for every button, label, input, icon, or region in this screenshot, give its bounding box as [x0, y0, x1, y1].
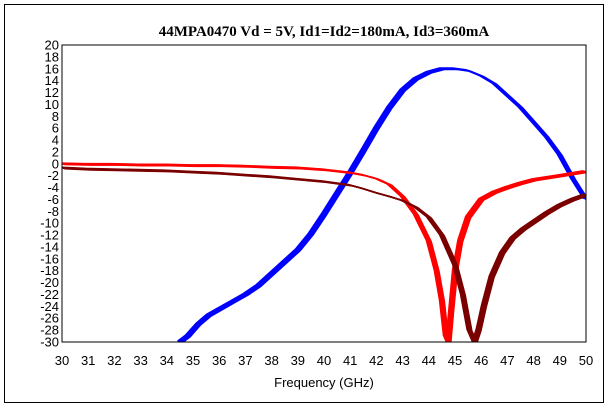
series-0-trace-4 — [181, 68, 586, 342]
y-tick-label: -16 — [40, 251, 59, 266]
y-tick-label: -6 — [47, 192, 59, 207]
series-1-trace-2 — [62, 163, 586, 342]
x-tick-label: 32 — [107, 353, 121, 368]
x-axis-title: Frequency (GHz) — [274, 375, 374, 390]
x-tick-label: 41 — [343, 353, 357, 368]
plot-area — [61, 44, 587, 343]
x-tick-label: 47 — [500, 353, 514, 368]
y-tick-label: -2 — [47, 168, 59, 183]
y-tick-label: -24 — [40, 299, 59, 314]
series-2-trace-4 — [64, 167, 586, 342]
y-tick-label: -22 — [40, 287, 59, 302]
series-layer — [62, 67, 586, 342]
series-2-trace-1 — [62, 166, 586, 342]
y-tick-label: 18 — [45, 49, 59, 64]
x-tick-label: 33 — [133, 353, 147, 368]
x-axis-ticks: 30 31 32 33 34 35 36 37 38 39 40 41 42 43 44 45 46 47 48 49… — [55, 353, 593, 368]
x-tick-label: 42 — [369, 353, 383, 368]
x-tick-label: 36 — [212, 353, 226, 368]
series-1-trace-3 — [63, 163, 586, 342]
y-tick-label: -20 — [40, 275, 59, 290]
x-tick-label: 50 — [579, 353, 593, 368]
y-tick-label: 4 — [52, 133, 59, 148]
x-tick-label: 49 — [553, 353, 567, 368]
y-tick-label: 14 — [45, 73, 59, 88]
y-tick-label: 20 — [45, 38, 59, 53]
x-tick-label: 48 — [526, 353, 540, 368]
chart-frame — [4, 4, 604, 403]
x-tick-label: 45 — [448, 353, 462, 368]
y-tick-label: 12 — [45, 85, 59, 100]
series-2-trace-3 — [63, 167, 586, 342]
x-tick-label: 37 — [238, 353, 252, 368]
x-tick-label: 38 — [264, 353, 278, 368]
x-tick-label: 43 — [395, 353, 409, 368]
x-tick-label: 39 — [291, 353, 305, 368]
y-axis-ticks: 20181614121086420-2-4-6-8-10-12-14-16-18… — [40, 38, 59, 350]
y-tick-label: 0 — [52, 156, 59, 171]
y-tick-label: -4 — [47, 180, 59, 195]
y-tick-label: -14 — [40, 239, 59, 254]
x-tick-label: 35 — [186, 353, 200, 368]
x-tick-label: 44 — [422, 353, 436, 368]
y-tick-label: -10 — [40, 216, 59, 231]
x-tick-label: 40 — [317, 353, 331, 368]
y-tick-label: -30 — [40, 335, 59, 350]
y-tick-label: 8 — [52, 109, 59, 124]
y-tick-label: -8 — [47, 204, 59, 219]
series-2-trace-2 — [62, 167, 586, 342]
chart-title: 44MPA0470 Vd = 5V, Id1=Id2=180mA, Id3=36… — [158, 24, 490, 40]
y-tick-label: 6 — [52, 121, 59, 136]
x-tick-label: 30 — [55, 353, 69, 368]
y-tick-label: -28 — [40, 323, 59, 338]
y-tick-label: -12 — [40, 228, 59, 243]
y-tick-label: -26 — [40, 311, 59, 326]
x-tick-label: 46 — [474, 353, 488, 368]
y-tick-label: 10 — [45, 97, 59, 112]
y-tick-label: 2 — [52, 144, 59, 159]
x-tick-label: 31 — [81, 353, 95, 368]
y-tick-label: 16 — [45, 61, 59, 76]
y-tick-label: -18 — [40, 263, 59, 278]
x-tick-label: 34 — [160, 353, 174, 368]
series-1-trace-4 — [64, 163, 586, 342]
